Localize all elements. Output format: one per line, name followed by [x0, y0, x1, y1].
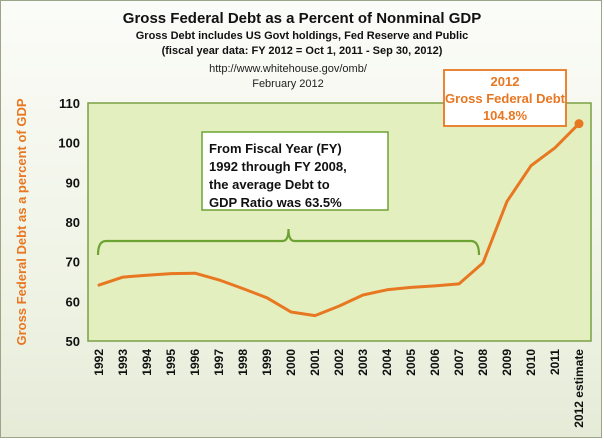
x-tick-label: 2001 [308, 349, 322, 376]
x-tick-label: 1998 [236, 349, 250, 376]
y-tick-label: 90 [66, 175, 80, 190]
x-tick-label: 2004 [380, 349, 394, 376]
x-tick-label: 1999 [260, 349, 274, 376]
callout-box [443, 69, 567, 127]
callout-line-1: 2012 [491, 74, 520, 89]
annotation-line-1: From Fiscal Year (FY) [209, 141, 342, 156]
x-tick-label: 2012 estimate [572, 349, 586, 428]
y-tick-label: 70 [66, 255, 80, 270]
callout-line-3: 104.8% [483, 108, 528, 123]
y-tick-label: 50 [66, 334, 80, 349]
x-tick-label: 1993 [116, 349, 130, 376]
annotation-box [201, 131, 389, 211]
x-tick-label: 2002 [332, 349, 346, 376]
callout-line-2: Gross Federal Debt [445, 91, 566, 106]
x-tick-label: 1995 [164, 349, 178, 376]
y-tick-label: 60 [66, 294, 80, 309]
chart-title: Gross Federal Debt as a Percent of Nonmi… [123, 10, 481, 27]
x-tick-label: 1992 [92, 349, 106, 376]
chart-subtitle-2: (fiscal year data: FY 2012 = Oct 1, 2011… [162, 45, 443, 57]
range-bracket [96, 228, 481, 256]
x-tick-label: 1994 [140, 349, 154, 376]
x-tick-label: 2011 [548, 349, 562, 375]
x-tick-label: 1996 [188, 349, 202, 376]
annotation-line-3: the average Debt to [209, 177, 330, 192]
x-tick-label: 2009 [500, 349, 514, 376]
y-tick-label: 100 [58, 136, 80, 151]
y-axis-label: Gross Federal Debt as a percent of GDP [14, 98, 29, 345]
annotation-line-4: GDP Ratio was 63.5% [209, 195, 342, 210]
x-tick-label: 2010 [524, 349, 538, 376]
y-axis-ticks: 50 60 70 80 90 100 110 [58, 96, 80, 349]
chart-subtitle-1: Gross Debt includes US Govt holdings, Fe… [136, 30, 469, 42]
end-point-marker [574, 119, 584, 129]
x-tick-label: 2005 [404, 349, 418, 376]
annotation-line-2: 1992 through FY 2008, [209, 159, 347, 174]
y-tick-label: 80 [66, 215, 80, 230]
x-axis-ticks: 1992 1993 1994 1995 1996 1997 1998 1999 2000 2001… [92, 349, 586, 428]
source-date: February 2012 [252, 78, 324, 90]
x-tick-label: 2007 [452, 349, 466, 376]
y-tick-label: 110 [59, 96, 80, 111]
series-line [97, 122, 581, 318]
x-tick-label: 2000 [284, 349, 298, 376]
x-tick-label: 1997 [212, 349, 226, 376]
x-tick-label: 2006 [428, 349, 442, 376]
x-tick-label: 2008 [476, 349, 490, 376]
x-tick-label: 2003 [356, 349, 370, 376]
source-url: http://www.whitehouse.gov/omb/ [209, 63, 368, 75]
